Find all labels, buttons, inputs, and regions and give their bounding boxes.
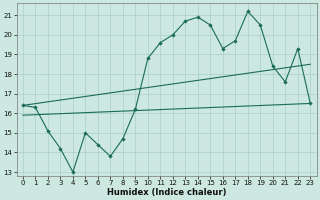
- X-axis label: Humidex (Indice chaleur): Humidex (Indice chaleur): [107, 188, 226, 197]
